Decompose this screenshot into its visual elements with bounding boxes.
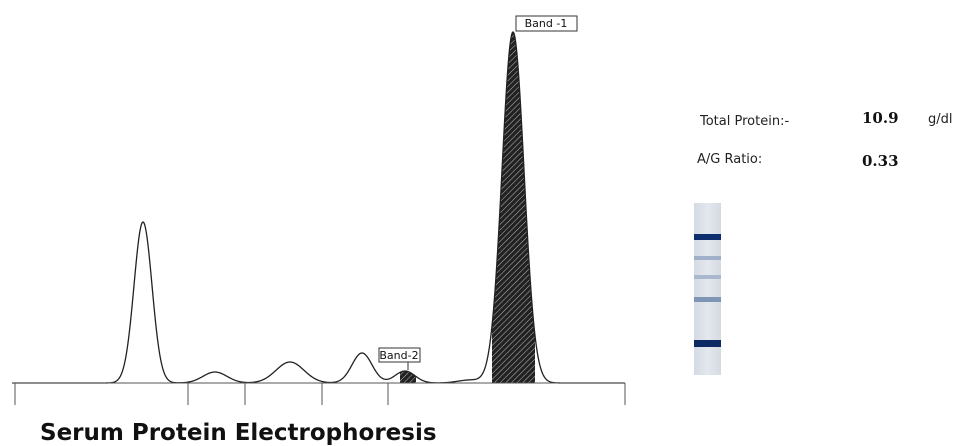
band-label: Band-2 bbox=[379, 349, 418, 362]
report: Band -1 Band-2 Total Protein:- 10.9 g/dl… bbox=[0, 0, 962, 446]
report-title: Serum Protein Electrophoresis bbox=[40, 420, 437, 446]
page: Band -1 Band-2 Total Protein:- 10.9 g/dl… bbox=[0, 0, 962, 446]
result-value: 10.9 bbox=[862, 109, 899, 127]
gel-strip bbox=[694, 203, 721, 375]
band-area bbox=[492, 32, 535, 383]
band-area bbox=[400, 371, 416, 383]
result-label: A/G Ratio: bbox=[697, 152, 762, 167]
result-unit: g/dl bbox=[928, 112, 953, 127]
fraction-dividers bbox=[15, 383, 625, 405]
band-label: Band -1 bbox=[525, 17, 568, 30]
densitogram bbox=[12, 32, 625, 383]
result-value: 0.33 bbox=[862, 152, 899, 170]
result-label: Total Protein:- bbox=[699, 114, 789, 129]
